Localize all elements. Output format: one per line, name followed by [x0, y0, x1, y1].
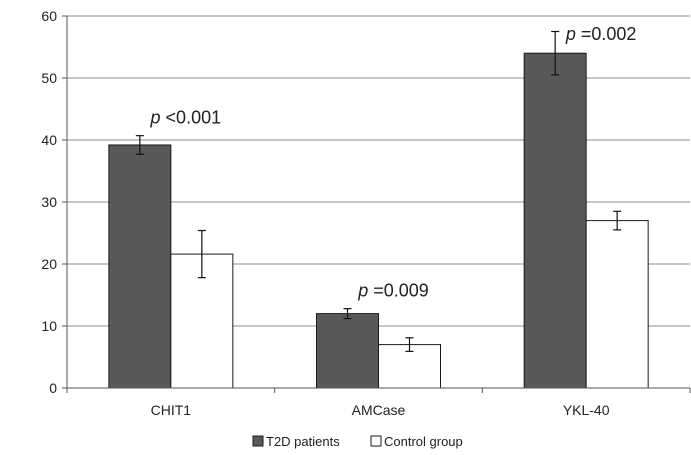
p-value-annotation: p <0.001	[150, 108, 222, 128]
p-value-annotation: p =0.002	[565, 24, 637, 44]
p-value-text: =0.002	[576, 24, 637, 44]
bars	[108, 52, 649, 389]
legend: T2D patients Control group	[252, 434, 463, 449]
p-symbol: p	[565, 24, 576, 44]
bar-t2d-patients-ykl-40	[523, 52, 587, 389]
p-value-text: =0.009	[368, 281, 429, 301]
y-tick-labels: 0 10 20 30 40 50 60	[41, 8, 57, 396]
y-tick-label: 30	[41, 194, 57, 210]
legend-label: T2D patients	[266, 434, 340, 449]
y-tick-label: 50	[41, 70, 57, 86]
y-tick-label: 60	[41, 8, 57, 24]
p-symbol: p	[357, 281, 368, 301]
y-tick-label: 40	[41, 132, 57, 148]
x-category-labels: CHIT1 AMCase YKL-40	[151, 402, 610, 418]
y-tick-label: 20	[41, 256, 57, 272]
y-tick-label: 0	[49, 380, 57, 396]
p-value-annotation: p =0.009	[357, 281, 429, 301]
p-value-text: <0.001	[161, 108, 222, 128]
bar-t2d-patients-amcase	[316, 313, 379, 389]
error-bars	[135, 30, 622, 353]
y-tick-label: 10	[41, 318, 57, 334]
legend-swatch-t2d-patients	[252, 435, 264, 447]
legend-label: Control group	[384, 434, 463, 449]
x-category-label: YKL-40	[563, 402, 610, 418]
x-category-label: CHIT1	[151, 402, 192, 418]
x-category-label: AMCase	[352, 402, 406, 418]
bar-t2d-patients-chit1	[108, 144, 172, 389]
axes	[62, 15, 691, 393]
p-symbol: p	[150, 108, 161, 128]
bar-control-group-ykl-40	[585, 220, 649, 389]
legend-swatch-control-group	[370, 435, 382, 447]
